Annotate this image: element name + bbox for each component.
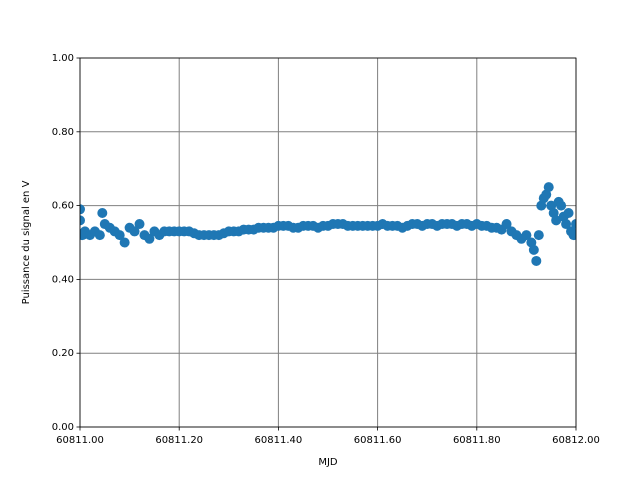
data-point: [551, 215, 562, 226]
x-tick-label: 60811.60: [354, 435, 402, 446]
data-point: [80, 215, 85, 226]
data-point: [144, 233, 155, 244]
x-tick-label: 60811.40: [255, 435, 303, 446]
data-point: [563, 207, 574, 218]
x-tick-label: 60811.80: [453, 435, 501, 446]
data-point: [528, 244, 539, 255]
y-tick-label: 0.00: [52, 422, 74, 433]
plot-frame: [79, 57, 577, 428]
x-tick-label: 60811.00: [56, 435, 104, 446]
data-point: [521, 230, 532, 241]
x-axis-label: MJD: [318, 457, 338, 468]
data-point: [543, 182, 554, 193]
data-point: [556, 200, 567, 211]
data-point: [114, 230, 125, 241]
data-point: [531, 255, 542, 266]
grid: [79, 57, 577, 428]
y-axis-label: Puissance du signal en V: [21, 180, 32, 304]
data-point: [119, 237, 130, 248]
data-point: [568, 230, 576, 241]
y-tick-label: 0.20: [52, 348, 74, 359]
y-tick-label: 0.80: [52, 127, 74, 138]
data-point: [571, 219, 576, 230]
data-point: [533, 230, 544, 241]
data-point: [80, 204, 85, 215]
data-point: [134, 219, 145, 230]
data-point: [501, 219, 512, 230]
data-point: [97, 207, 108, 218]
data-point: [561, 219, 572, 230]
y-tick-label: 0.60: [52, 201, 74, 212]
y-tick-label: 0.40: [52, 274, 74, 285]
x-tick-label: 60812.00: [552, 435, 600, 446]
y-tick-label: 1.00: [52, 53, 74, 64]
points: [80, 182, 576, 266]
x-tick-label: 60811.20: [155, 435, 203, 446]
data-point: [129, 226, 140, 237]
data-point: [94, 230, 105, 241]
